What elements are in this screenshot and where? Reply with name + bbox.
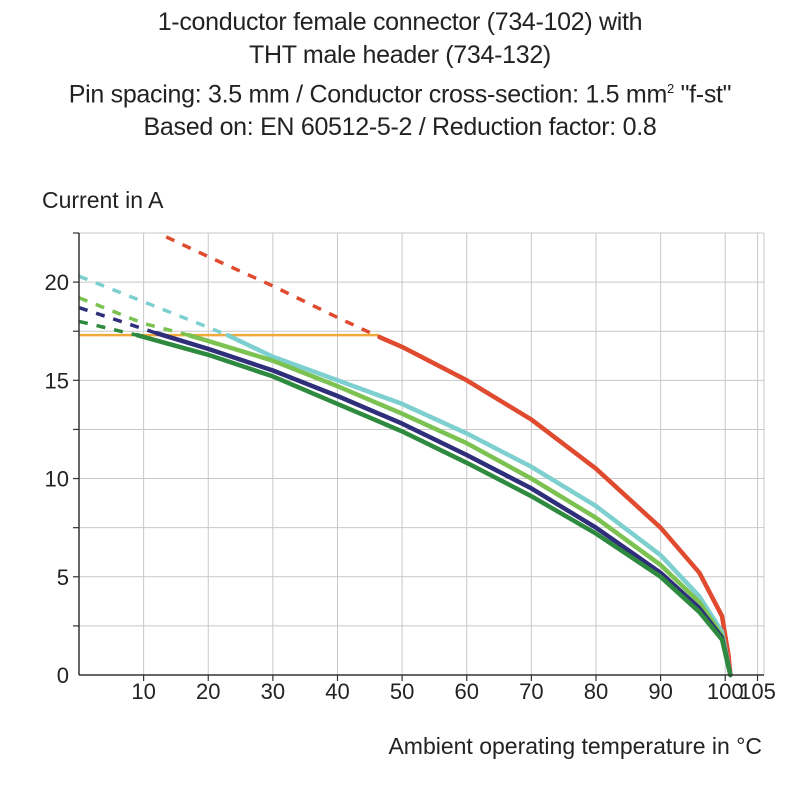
series-2-dashed [78,296,190,337]
y-tick-label-5: 5 [57,565,69,590]
chart-title: 1-conductor female connector (734-102) w… [0,6,800,144]
y-axis-label: Current in A [42,187,164,213]
title-line-3-tail: "f-st" [673,80,732,109]
series-3-dashed [78,305,158,335]
x-tick-label-90: 90 [648,679,672,704]
x-tick-label-100: 100 [707,679,744,704]
x-axis-label: Ambient operating temperature in °C [388,733,762,759]
title-line-3-superscript: 2 [666,81,674,96]
title-line-3: Pin spacing: 3.5 mm / Conductor cross-se… [0,72,800,111]
x-tick-label-20: 20 [196,679,220,704]
x-tick-label-70: 70 [519,679,543,704]
series-1-line [225,332,733,678]
grid [79,232,765,675]
x-tick-label-80: 80 [584,679,608,704]
y-tick-label-15: 15 [45,368,69,393]
series-3-line [154,330,733,678]
series-0-line [377,334,733,678]
series-4-line [134,332,733,678]
series-2-line [186,332,733,678]
y-tick-label-0: 0 [57,663,69,688]
curves [78,235,733,678]
x-tick-label-105: 105 [739,679,776,704]
series-0-dashed [165,235,381,339]
series-4-dashed [78,319,138,337]
title-line-4: Based on: EN 60512-5-2 / Reduction facto… [143,113,657,142]
title-line-3-text: Pin spacing: 3.5 mm / Conductor cross-se… [68,80,668,109]
x-tick-label-10: 10 [131,679,155,704]
x-tick-label-60: 60 [454,679,478,704]
axes [73,232,764,681]
y-tick-label-10: 10 [45,467,69,492]
x-tick-label-40: 40 [325,679,349,704]
title-line-1: 1-conductor female connector (734-102) w… [157,8,643,36]
x-tick-label-50: 50 [390,679,414,704]
series-1-dashed [78,274,229,337]
title-line-2: THT male header (734-132) [249,41,551,69]
x-tick-label-30: 30 [261,679,285,704]
y-tick-label-20: 20 [45,270,69,295]
